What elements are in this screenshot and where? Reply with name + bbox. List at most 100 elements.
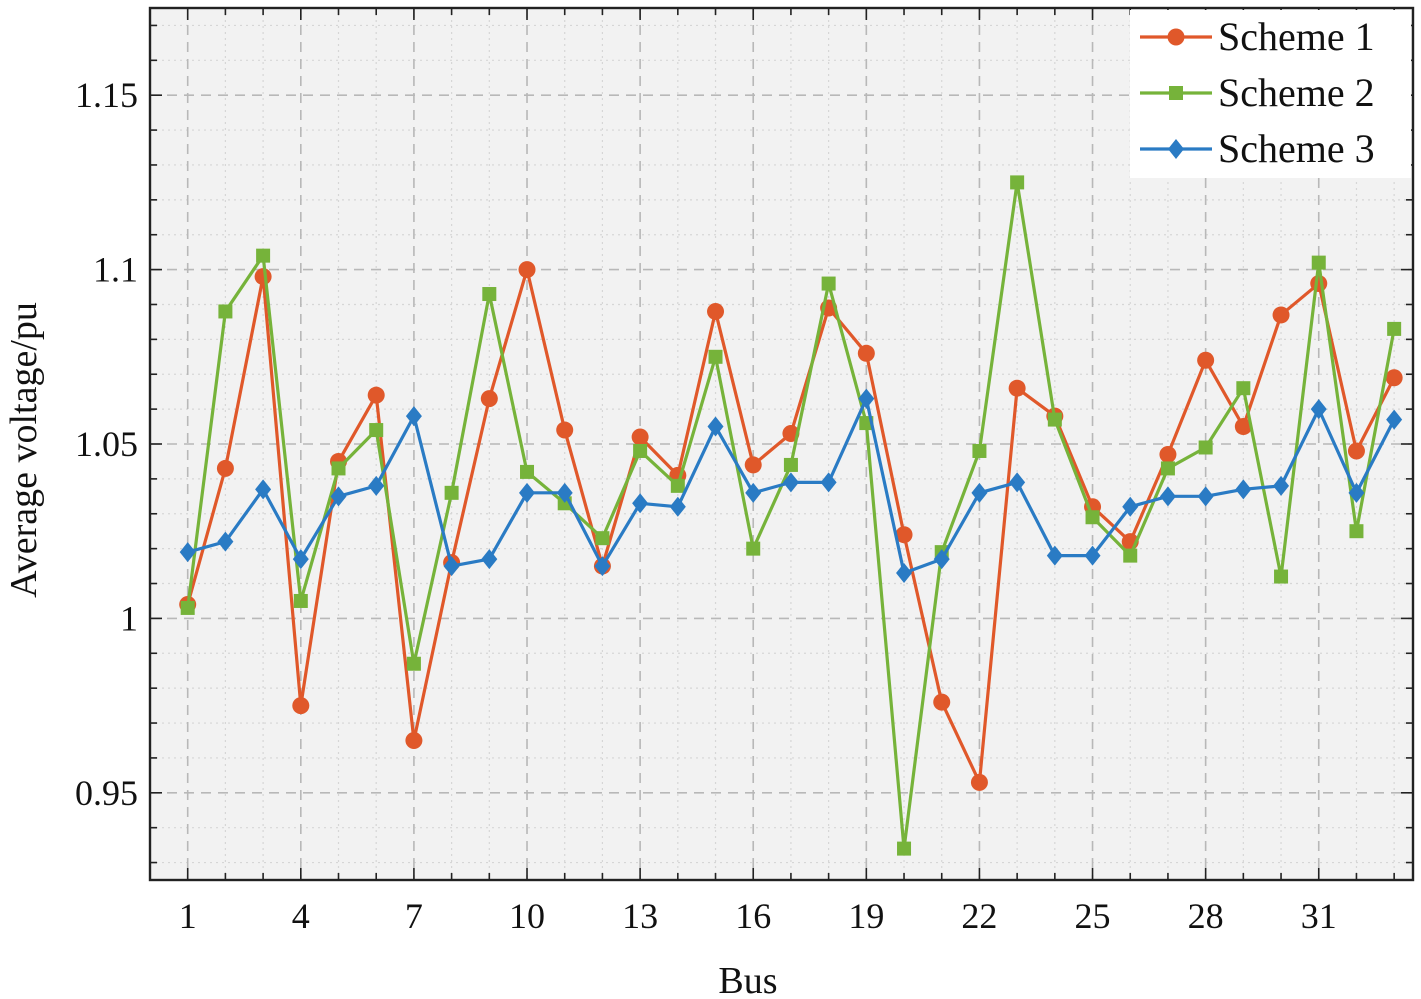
y-tick-label-4: 1.15	[75, 75, 138, 115]
series-layer	[179, 175, 1403, 856]
series-3-point-7	[405, 406, 422, 427]
x-tick-label-25: 25	[1075, 896, 1111, 936]
series-3-point-12	[594, 556, 611, 577]
series-2-point-13	[633, 443, 648, 458]
series-1-point-4	[292, 697, 310, 715]
x-tick-label-10: 10	[509, 896, 545, 936]
series-3-point-26	[1122, 496, 1139, 517]
series-2-point-22	[972, 443, 987, 458]
series-1-point-23	[1008, 379, 1026, 397]
series-3-point-32	[1348, 482, 1365, 503]
series-2-point-15	[708, 349, 723, 364]
series-2-point-9	[482, 287, 497, 302]
x-axis-title: Bus	[718, 960, 777, 999]
series-2-point-7	[406, 656, 421, 671]
series-3-point-10	[519, 482, 536, 503]
x-tick-label-4: 4	[292, 896, 310, 936]
series-2-point-10	[520, 464, 535, 479]
series-3-point-31	[1310, 399, 1327, 420]
series-2-point-27	[1160, 461, 1175, 476]
series-2-point-4	[293, 593, 308, 608]
series-1-point-6	[367, 386, 385, 404]
series-3-point-13	[632, 493, 649, 514]
series-2-point-24	[1047, 412, 1062, 427]
series-3-point-29	[1235, 479, 1252, 500]
series-2	[180, 175, 1402, 856]
series-2-point-17	[783, 457, 798, 472]
series-3-point-5	[330, 486, 347, 507]
series-3-point-11	[556, 482, 573, 503]
series-2-point-18	[821, 276, 836, 291]
series-2-point-1	[180, 600, 195, 615]
x-tick-label-16: 16	[735, 896, 771, 936]
series-3-point-23	[1009, 472, 1026, 493]
series-1-point-3	[254, 268, 272, 286]
series-3-point-18	[820, 472, 837, 493]
series-1-point-31	[1310, 275, 1328, 293]
series-2-point-33	[1387, 321, 1402, 336]
series-2-point-28	[1198, 440, 1213, 455]
series-1-point-33	[1385, 369, 1403, 387]
series-1-point-22	[970, 773, 988, 791]
series-2-point-3	[256, 248, 271, 263]
x-tick-label-28: 28	[1188, 896, 1224, 936]
series-3	[179, 388, 1403, 584]
legend-label-2: Scheme 2	[1218, 70, 1375, 115]
series-2-point-32	[1349, 524, 1364, 539]
legend-marker-1	[1167, 28, 1185, 46]
series-1-point-2	[216, 459, 234, 477]
legend-label-1: Scheme 1	[1218, 14, 1375, 59]
series-1-point-9	[480, 390, 498, 408]
series-3-point-17	[782, 472, 799, 493]
series-3-point-4	[292, 549, 309, 570]
legend-label-3: Scheme 3	[1218, 126, 1375, 171]
series-3-point-15	[707, 416, 724, 437]
legend-marker-2	[1169, 86, 1183, 100]
series-1-point-7	[405, 731, 423, 749]
series-2-point-26	[1123, 548, 1138, 563]
series-2-point-6	[369, 423, 384, 438]
series-1-point-20	[895, 526, 913, 544]
series-2-point-23	[1010, 175, 1025, 190]
series-1-point-29	[1234, 418, 1252, 436]
x-tick-label-13: 13	[622, 896, 658, 936]
series-3-point-6	[368, 475, 385, 496]
series-2-point-8	[444, 485, 459, 500]
series-2-point-16	[746, 541, 761, 556]
series-2-point-12	[595, 531, 610, 546]
x-tick-label-7: 7	[405, 896, 423, 936]
series-3-point-30	[1273, 475, 1290, 496]
series-3-point-21	[933, 549, 950, 570]
y-tick-label-2: 1.05	[75, 424, 138, 464]
x-tick-label-1: 1	[179, 896, 197, 936]
series-3-point-1	[179, 542, 196, 563]
legend: Scheme 1 Scheme 2 Scheme 3	[1130, 10, 1411, 178]
series-1-point-16	[744, 456, 762, 474]
series-3-point-14	[669, 496, 686, 517]
series-3-point-3	[255, 479, 272, 500]
x-tick-label-22: 22	[961, 896, 997, 936]
ticks: 1 4 7 10 13 16 19 22 25 28 31 0.95 1 1.05 1.1 1.15	[75, 8, 1413, 936]
series-3-point-28	[1197, 486, 1214, 507]
series-2-point-30	[1274, 569, 1289, 584]
series-1-point-10	[518, 261, 536, 279]
series-3-point-27	[1159, 486, 1176, 507]
series-2-point-20	[897, 841, 912, 856]
series-3-point-22	[971, 482, 988, 503]
series-3-point-25	[1084, 545, 1101, 566]
series-2-point-25	[1085, 510, 1100, 525]
series-3-point-33	[1386, 409, 1403, 430]
series-1-point-11	[556, 421, 574, 439]
y-axis-title: Average voltage/pu	[3, 302, 45, 598]
legend-marker-3	[1168, 139, 1184, 159]
y-tick-label-1: 1	[120, 598, 138, 638]
x-tick-label-19: 19	[848, 896, 884, 936]
series-3-point-8	[443, 556, 460, 577]
series-3-point-20	[896, 563, 913, 584]
x-tick-label-31: 31	[1301, 896, 1337, 936]
series-3-point-24	[1046, 545, 1063, 566]
series-3-point-2	[217, 531, 234, 552]
series-1-point-30	[1272, 306, 1290, 324]
series-2-point-31	[1311, 255, 1326, 270]
y-tick-label-0: 0.95	[75, 773, 138, 813]
